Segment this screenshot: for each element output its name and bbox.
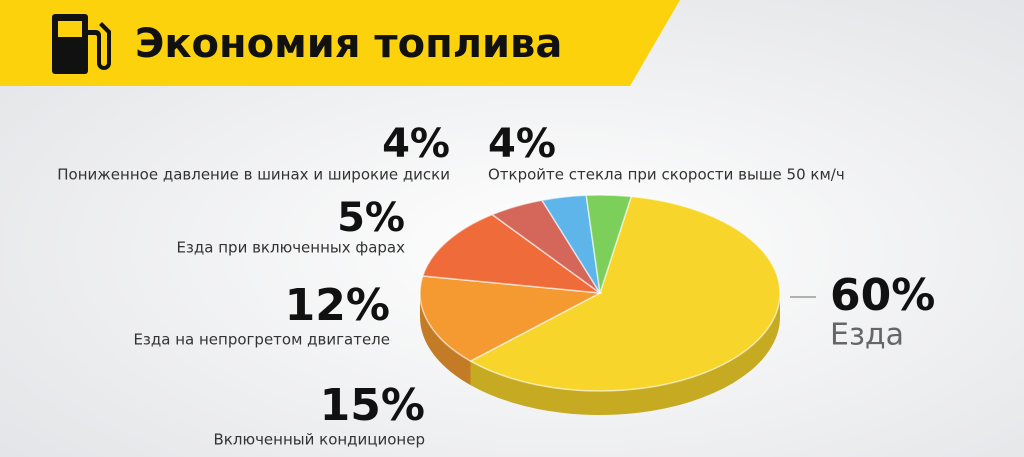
fuel-icon (52, 14, 111, 74)
value-label: 5% (337, 195, 405, 241)
slice (421, 213, 603, 295)
value-label: 4% (488, 121, 556, 167)
category-label: Езда (830, 318, 904, 353)
value-label: 4% (382, 121, 450, 167)
category-label: Включенный кондиционер (214, 431, 426, 449)
slice (468, 195, 781, 392)
value-label: 15% (320, 380, 425, 431)
slice-side (420, 293, 471, 386)
category-label: Езда на непрогретом двигателе (133, 331, 390, 349)
slice (419, 275, 603, 362)
category-label: Пониженное давление в шинах и широкие ди… (57, 166, 450, 184)
category-label: Езда при включенных фарах (176, 239, 405, 257)
slice (585, 194, 633, 294)
value-label: 60% (830, 270, 935, 321)
value-label: 12% (285, 280, 390, 331)
header-banner (0, 0, 680, 86)
category-label: Откройте стекла при скорости выше 50 км/… (488, 166, 845, 184)
slice-side (470, 293, 780, 415)
title: Экономия топлива (135, 21, 562, 67)
pie (419, 194, 781, 415)
